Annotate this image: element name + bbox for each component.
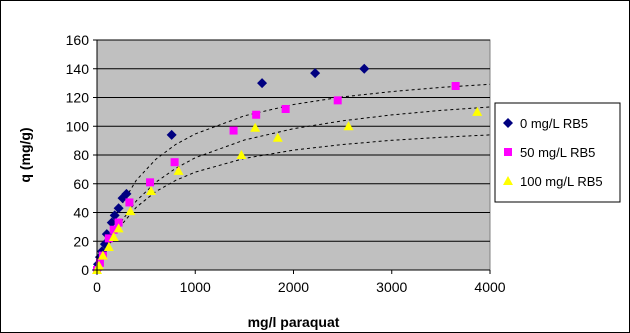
legend-marker [503,176,513,185]
legend-marker [504,148,512,156]
data-point [113,223,124,233]
data-point [97,250,108,260]
data-point [109,210,120,221]
data-point [106,217,117,228]
data-point [103,242,114,251]
data-point [310,68,321,79]
data-point [472,106,483,116]
data-point [125,206,136,216]
data-point [252,110,261,119]
data-point [114,218,123,227]
data-point [343,121,354,131]
data-point [121,188,132,199]
legend-box [494,102,621,203]
fit-curve-series-1 [96,83,491,271]
legend-label: 50 mg/L RB5 [520,145,595,160]
y-tick-label: 20 [73,233,89,249]
tick-labels: 0 20 40 60 80 100 120 140 160 0 1000 2000 3000 4000 [66,32,506,295]
data-point [108,231,119,241]
data-point [104,234,113,243]
data-point [173,165,184,175]
data-point [451,82,460,90]
data-point [170,158,179,167]
gridlines [97,39,490,242]
y-tick-label: 160 [66,32,90,48]
x-tick-label: 0 [93,279,101,295]
data-point [109,225,118,234]
data-point [146,185,157,195]
y-tick-label: 120 [66,90,90,106]
y-tick-label: 0 [81,262,89,278]
y-tick-label: 40 [73,205,89,221]
y-tick-label: 60 [73,176,89,192]
fit-curve-series-3 [96,134,491,271]
data-point [250,122,261,132]
x-tick-label: 1000 [180,279,211,295]
legend: 0 mg/L RB5 50 mg/L RB5 100 mg/L RB5 [494,102,621,203]
data-point [359,63,370,74]
x-tick-label: 4000 [474,279,505,295]
data-point [281,105,290,113]
data-point [236,150,247,159]
legend-label: 100 mg/L RB5 [520,174,603,189]
data-point [125,198,134,207]
data-point [257,78,268,89]
legend-marker [503,118,513,128]
x-tick-label: 2000 [278,279,309,295]
legend-label: 0 mg/L RB5 [520,116,588,131]
data-point [93,260,104,270]
data-point [146,178,155,187]
data-point [166,129,177,140]
data-point [272,132,283,142]
data-point [113,203,124,214]
y-tick-label: 140 [66,61,90,77]
x-axis-label: mg/l paraquat [248,314,340,330]
axes [93,39,491,274]
x-tick-label: 3000 [376,279,407,295]
y-tick-label: 100 [66,118,90,134]
data-point [333,96,342,105]
data-point [229,126,238,135]
y-tick-label: 80 [73,147,89,163]
y-axis-label: q (mg/g) [17,127,33,182]
